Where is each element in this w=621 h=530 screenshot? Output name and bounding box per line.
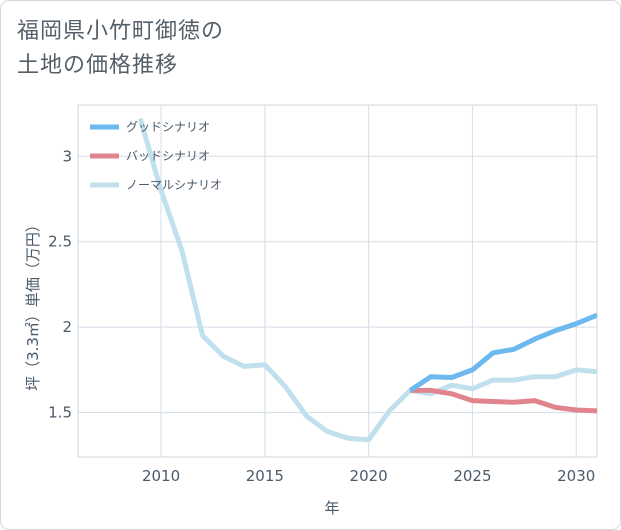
- y-tick-label: 3: [62, 147, 72, 165]
- x-tick-label: 2020: [350, 467, 388, 485]
- chart-title-line1: 福岡県小竹町御徳の: [17, 19, 225, 44]
- series-line-2: [408, 312, 597, 393]
- series-line-1: [410, 387, 597, 414]
- x-tick-label: 2015: [246, 467, 284, 485]
- y-tick-labels: 1.5 2 2.5 3: [48, 147, 72, 421]
- series-layer: [137, 118, 597, 443]
- x-tick-labels: 2010 2015 2020 2025 2030: [142, 467, 595, 485]
- y-tick-label: 2: [62, 318, 72, 336]
- series-line-0: [137, 118, 597, 443]
- y-axis-title: 坪（3.3㎡）単価（万円）: [24, 217, 42, 391]
- y-tick-label: 2.5: [48, 233, 72, 251]
- chart-title: 福岡県小竹町御徳の 土地の価格推移: [17, 15, 224, 83]
- chart-title-line2: 土地の価格推移: [17, 53, 179, 78]
- legend-label-0: グッドシナリオ: [126, 120, 210, 134]
- y-tick-label: 1.5: [48, 404, 72, 422]
- x-tick-label: 2010: [142, 467, 180, 485]
- plot-area: [77, 104, 598, 458]
- x-tick-label: 2025: [453, 467, 491, 485]
- legend-label-2: ノーマルシナリオ: [126, 178, 222, 192]
- legend-label-1: バッドシナリオ: [126, 149, 210, 163]
- x-axis-title: 年: [324, 499, 339, 517]
- x-tick-label: 2030: [557, 467, 595, 485]
- y-gridlines: [78, 155, 597, 414]
- x-gridlines: [160, 105, 577, 457]
